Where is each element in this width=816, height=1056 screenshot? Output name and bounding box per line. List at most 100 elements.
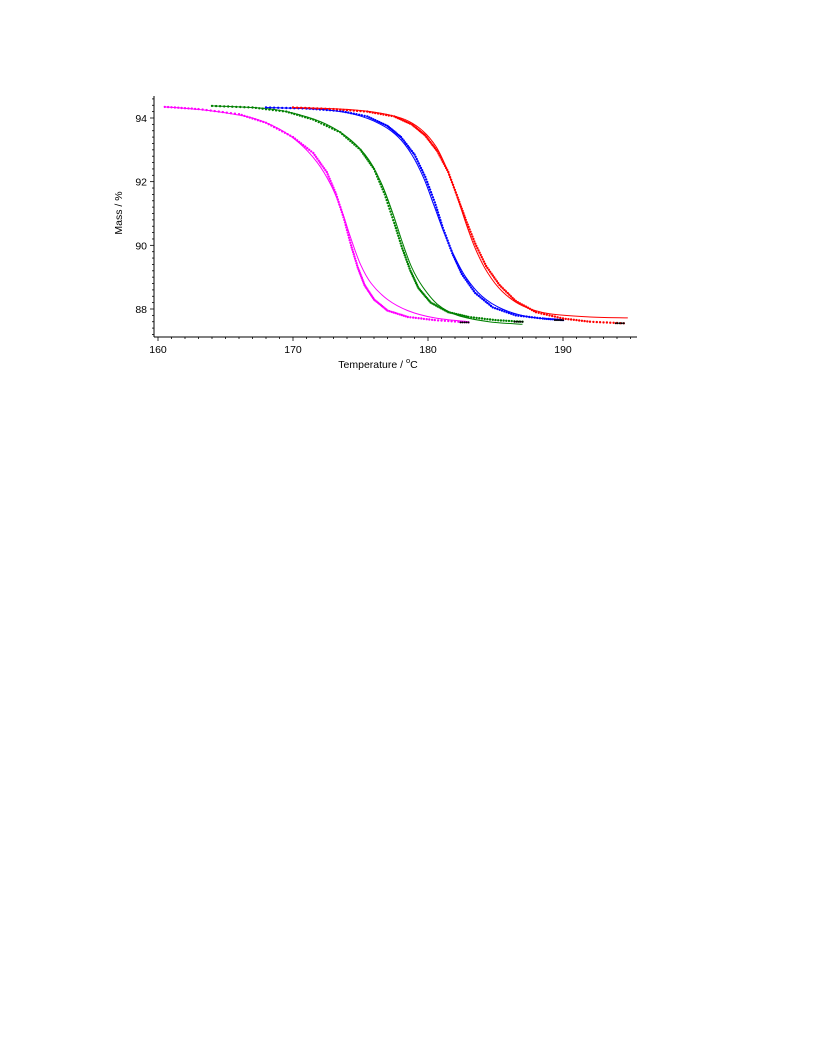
data-point [235,105,238,109]
data-point [567,318,570,321]
data-point [331,184,334,187]
data-point [430,318,434,321]
data-point [233,112,237,115]
data-point [353,255,356,258]
x-tick-label: 170 [284,344,302,356]
data-point [368,110,372,114]
data-point [243,114,246,118]
data-point [205,108,208,112]
data-point [321,165,324,168]
data-point [264,106,268,109]
data-point [374,119,377,122]
end-point [463,321,466,324]
data-point [408,122,412,125]
data-point [312,107,315,110]
data-point [379,112,382,116]
data-point [397,234,400,237]
data-point [363,154,366,157]
data-point [502,319,505,322]
data-point [497,282,500,285]
data-point [312,118,315,121]
data-point [306,147,309,150]
data-point [473,240,476,243]
data-point [391,216,394,219]
data-point [295,106,299,109]
data-point [283,131,287,134]
data-point [373,170,377,173]
data-point [293,112,296,116]
data-point [394,226,398,230]
data-point [343,134,346,137]
data-point [488,303,491,306]
data-point [530,316,534,319]
data-point [438,154,441,157]
end-point [562,319,564,322]
data-point [413,153,416,156]
data-point [428,318,431,321]
data-point [351,248,354,251]
data-point [450,320,453,323]
data-point [264,121,268,125]
data-point [251,117,254,120]
data-point [499,319,503,322]
data-point [318,161,322,164]
data-point [406,260,409,264]
data-point [339,131,342,134]
data-point [548,314,551,317]
data-point [347,111,350,114]
data-point [427,185,431,189]
data-point [501,287,504,290]
data-point [390,310,393,314]
data-point [401,247,404,250]
data-point [454,191,457,194]
data-point [410,273,414,276]
data-point [475,244,478,248]
data-point [314,119,318,123]
data-point [352,253,355,256]
data-point [414,155,417,158]
data-point [451,183,455,186]
data-point [424,175,427,179]
data-point [455,312,458,316]
data-point [349,139,352,143]
data-point [444,166,448,170]
data-point [291,135,295,139]
data-point [564,317,567,321]
data-point [486,318,489,321]
data-point [301,143,305,147]
data-point [359,273,362,276]
data-point [440,221,443,224]
data-point [453,258,457,261]
data-point [289,106,292,110]
data-point [347,233,350,237]
data-point [377,177,380,181]
data-point [498,283,501,287]
data-point [426,183,430,186]
data-point [580,319,584,322]
data-point [425,318,428,321]
data-point [293,137,297,140]
data-point [475,293,479,296]
data-point [316,107,319,110]
data-point [364,156,368,159]
data-point [374,111,377,115]
data-point [353,257,357,260]
series-fit-line [211,105,523,325]
data-point [474,242,477,245]
data-point [551,318,555,321]
data-point [264,108,268,111]
data-point [382,122,385,126]
data-point [476,247,479,250]
data-point [401,137,404,141]
data-point [457,198,460,201]
data-point [351,250,355,254]
data-point [401,119,405,122]
data-point [355,264,359,267]
data-point [347,236,351,239]
data-point [433,303,436,306]
data-point [201,108,204,111]
data-point [420,317,423,320]
data-point [532,309,536,313]
data-point [530,308,534,312]
data-point [511,296,514,300]
